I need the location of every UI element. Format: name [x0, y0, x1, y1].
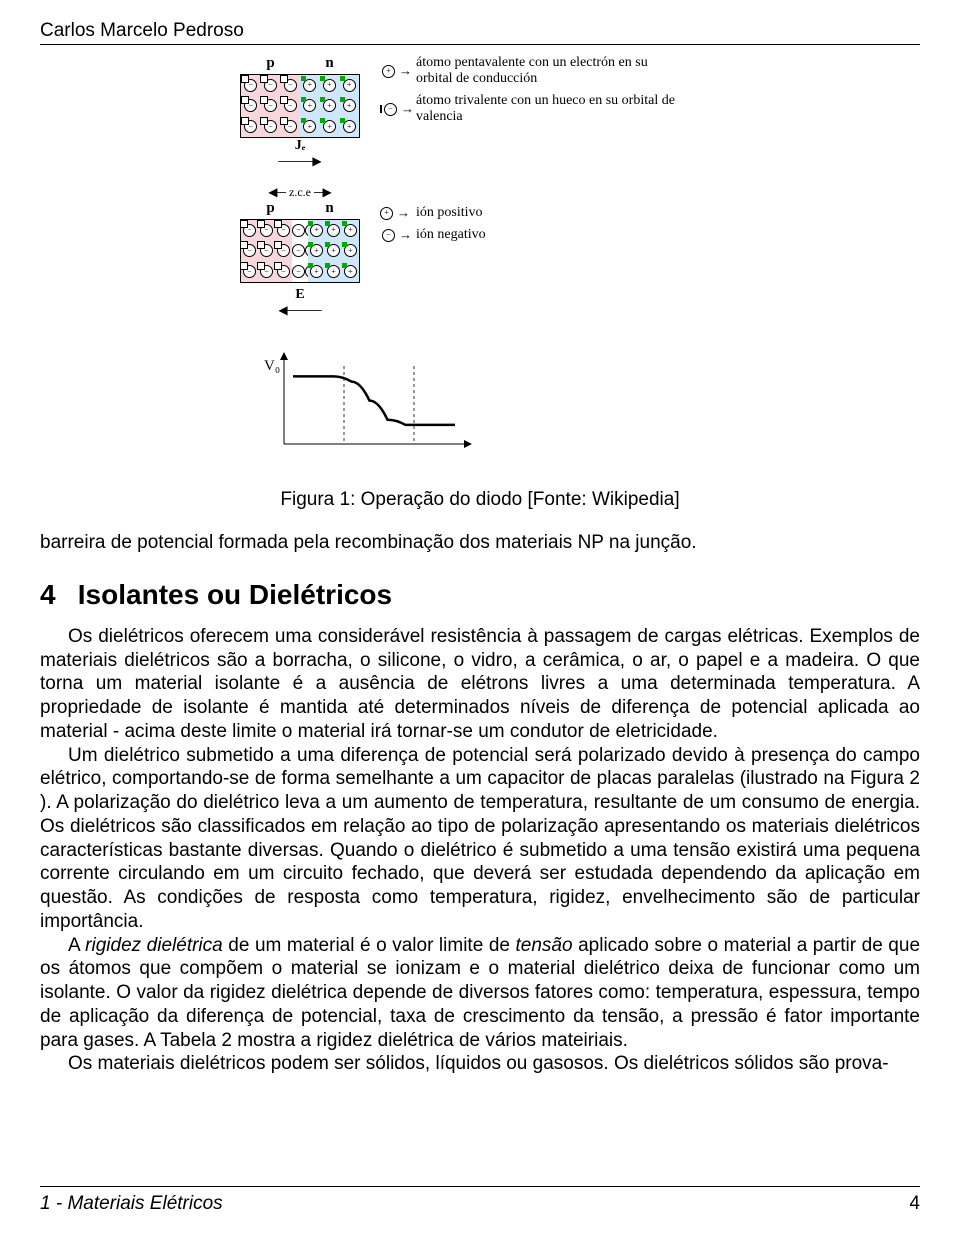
- figure-caption: Figura 1: Operação do diodo [Fonte: Wiki…: [40, 489, 920, 511]
- pn-junction-top: −−−−−−−−− +++++++++: [240, 74, 360, 138]
- zce-label: ◀─ z.c.e ─▶: [241, 185, 359, 200]
- figure-1: p n −−−−−−−−− +++++++++ Jₑ ────▶: [40, 55, 920, 469]
- p-label-top: p: [266, 55, 274, 72]
- page-footer: 1 - Materiais Elétricos 4: [40, 1186, 920, 1215]
- pn-junction-bottom: −−−−−−−−− −+−+−+ +++++++++: [240, 219, 360, 283]
- legend-trivalent: − → átomo trivalente con un hueco en su …: [380, 93, 680, 125]
- section-heading: 4 Isolantes ou Dielétricos: [40, 579, 920, 611]
- footer-page-number: 4: [909, 1193, 920, 1215]
- legend-pentavalent: + → átomo pentavalente con un electrón e…: [380, 55, 680, 87]
- body-text: Os dielétricos oferecem uma considerável…: [40, 625, 920, 1076]
- n-label-top: n: [325, 55, 333, 72]
- E-label: E ◀────: [278, 287, 321, 318]
- n-label-bottom: n: [325, 200, 333, 217]
- p-label-bottom: p: [266, 200, 274, 217]
- header-author: Carlos Marcelo Pedroso: [40, 20, 920, 45]
- footer-left: 1 - Materiais Elétricos: [40, 1193, 223, 1215]
- legend-ion-pos: + → ión positivo: [380, 205, 680, 221]
- voltage-graph: V₀: [260, 344, 480, 464]
- je-label: Jₑ ────▶: [278, 138, 321, 169]
- intro-paragraph: barreira de potencial formada pela recom…: [40, 531, 920, 555]
- legend-ion-neg: − → ión negativo: [380, 227, 680, 243]
- v0-label: V₀: [264, 358, 280, 374]
